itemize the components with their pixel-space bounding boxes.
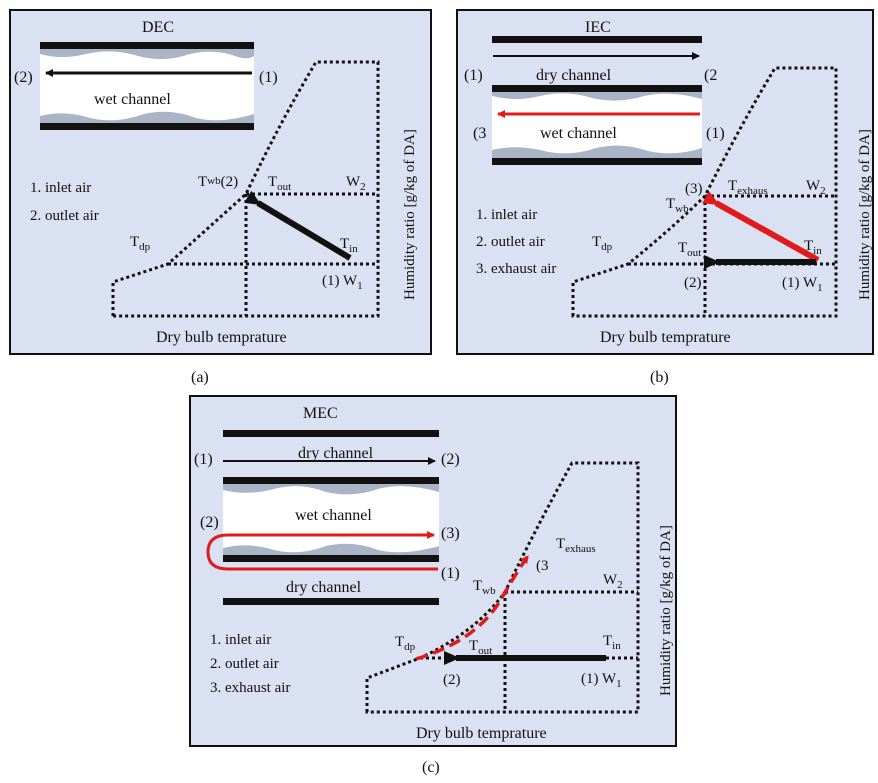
- panel-a-title: DEC: [142, 19, 174, 36]
- panel-b-bottom-wall: [492, 158, 702, 165]
- panel-b-legend-1: 1. inlet air: [476, 207, 537, 223]
- panel-a-top-wall: [40, 42, 254, 49]
- panel-c-texh-label: Texhaus: [556, 536, 596, 555]
- panel-a-dec: DEC (2) (1) wet channel 1. inlet air 2. …: [9, 9, 432, 355]
- panel-a-bottom-wall: [40, 123, 254, 130]
- panel-b-dry-point-2: (2: [704, 67, 717, 84]
- panel-c-wave-top: [223, 482, 439, 495]
- panel-a-process-arrow: [244, 190, 352, 261]
- panel-c-tdp-label: Tdp: [395, 634, 416, 653]
- panel-c-bottom-dry-channel-label: dry channel: [286, 579, 362, 596]
- panel-b-wet-point-1: (1): [706, 125, 725, 142]
- panel-c-caption: (c): [422, 759, 440, 776]
- panel-c-frame: [189, 395, 677, 747]
- panel-a-twb-label: Twb(2): [198, 174, 238, 190]
- panel-c-legend-1: 1. inlet air: [210, 632, 271, 648]
- panel-b-exhaust-process-arrow: [702, 191, 820, 263]
- panel-b-point-2: (2): [684, 275, 702, 291]
- panel-c-w1-label: (1) W1: [581, 671, 622, 690]
- panel-b-tdp-label: Tdp: [592, 234, 613, 253]
- panel-a-point-1: (1): [259, 69, 278, 86]
- panel-b-title: IEC: [585, 19, 611, 36]
- panel-c-top-point-1: (1): [194, 451, 213, 468]
- panel-c-title: MEC: [303, 405, 338, 422]
- panel-c-chart-boundary: [365, 461, 640, 714]
- panel-c-top-dry-channel-label: dry channel: [298, 445, 374, 462]
- panel-b-legend-3: 3. exhaust air: [476, 261, 556, 277]
- panel-b-frame: [456, 9, 874, 355]
- panel-c-wet-point-2: (2): [200, 514, 219, 531]
- panel-a-wet-wave-bottom: [40, 111, 254, 126]
- panel-b-mid-wall: [492, 85, 702, 92]
- panel-b-w1-label: (1) W1: [782, 275, 823, 294]
- panel-b-dry-point-1: (1): [464, 67, 483, 84]
- panel-b-legend-2: 2. outlet air: [476, 234, 545, 250]
- panel-b-y-axis-label: Humidity ratio [g/kg of DA]: [857, 129, 873, 300]
- panel-b-tin-label: Tin: [804, 238, 822, 257]
- panel-b-wet-point-3: (3: [473, 125, 486, 142]
- panel-c-x-axis-label: Dry bulb temprature: [416, 725, 547, 742]
- panel-c-mec: MEC (1) (2) dry channel (2) (3) (1) wet …: [189, 395, 677, 747]
- panel-a-tdp-label: Tdp: [130, 234, 151, 253]
- panel-a-psychro-chart: [111, 60, 380, 318]
- panel-c-wet-point-3: (3): [441, 525, 460, 542]
- panel-b-w2-label: W2: [806, 178, 826, 197]
- panel-c-wave-bottom: [223, 543, 439, 556]
- panel-c-point-2: (2): [443, 672, 461, 688]
- panel-a-w2-label: W2: [346, 174, 366, 193]
- panel-c-bottom-wall: [223, 598, 439, 605]
- panel-a-y-axis-label: Humidity ratio [g/kg of DA]: [402, 129, 418, 300]
- panel-a-channel-label: wet channel: [94, 91, 171, 108]
- panel-b-point-3: (3): [685, 181, 703, 197]
- panel-a-caption: (a): [191, 369, 209, 386]
- panel-b-caption: (b): [650, 369, 669, 386]
- panel-a-wet-wave-top: [40, 48, 254, 60]
- panel-a-x-axis-label: Dry bulb temprature: [156, 329, 287, 346]
- panel-c-tin-label: Tin: [603, 633, 621, 652]
- panel-b-dry-channel-label: dry channel: [536, 67, 612, 84]
- panel-a-chart-boundary: [111, 60, 380, 318]
- panel-c-legend-3: 3. exhaust air: [210, 680, 290, 696]
- panel-b-x-axis-label: Dry bulb temprature: [600, 329, 731, 346]
- panel-a-w1-label: (1) W1: [322, 273, 363, 292]
- panel-a-tin-label: Tin: [340, 236, 358, 255]
- panel-a-point-2: (2): [14, 69, 33, 86]
- panel-c-tout-label: Tout: [469, 638, 492, 657]
- panel-c-point-3: (3: [536, 558, 549, 574]
- panel-b-chart-boundary: [571, 66, 838, 318]
- panel-a-legend-1: 1. inlet air: [30, 180, 91, 196]
- panel-c-top-point-2: (2): [441, 451, 460, 468]
- panel-c-top-wall: [223, 430, 439, 437]
- panel-b-texh-label: Texhaus: [728, 178, 768, 197]
- panel-c-bottom-point-1: (1): [441, 565, 460, 582]
- panel-b-wave-bottom: [492, 145, 702, 158]
- panel-b-wave-top: [492, 90, 702, 101]
- panel-a-tout-label: Tout: [268, 174, 291, 193]
- panel-b-twb-label: Twb: [666, 196, 689, 215]
- panel-a-legend-2: 2. outlet air: [30, 208, 99, 224]
- panel-b-iec: IEC (1) (2 dry channel (3 (1) wet channe…: [456, 9, 874, 355]
- panel-c-y-axis-label: Humidity ratio [g/kg of DA]: [658, 525, 674, 696]
- panel-b-tout-label: Tout: [678, 240, 701, 259]
- panel-c-twb-label: Twb: [473, 578, 496, 597]
- panel-b-top-wall: [492, 36, 702, 43]
- panel-c-wet-channel-label: wet channel: [295, 507, 372, 524]
- panel-c-w2-label: W2: [603, 572, 623, 591]
- panel-c-legend-2: 2. outlet air: [210, 656, 279, 672]
- panel-c-return-flow-arrow: [206, 531, 438, 571]
- panel-c-lower-wall: [223, 555, 439, 562]
- panel-b-wet-channel-label: wet channel: [540, 125, 617, 142]
- panel-c-mid-wall: [223, 477, 439, 484]
